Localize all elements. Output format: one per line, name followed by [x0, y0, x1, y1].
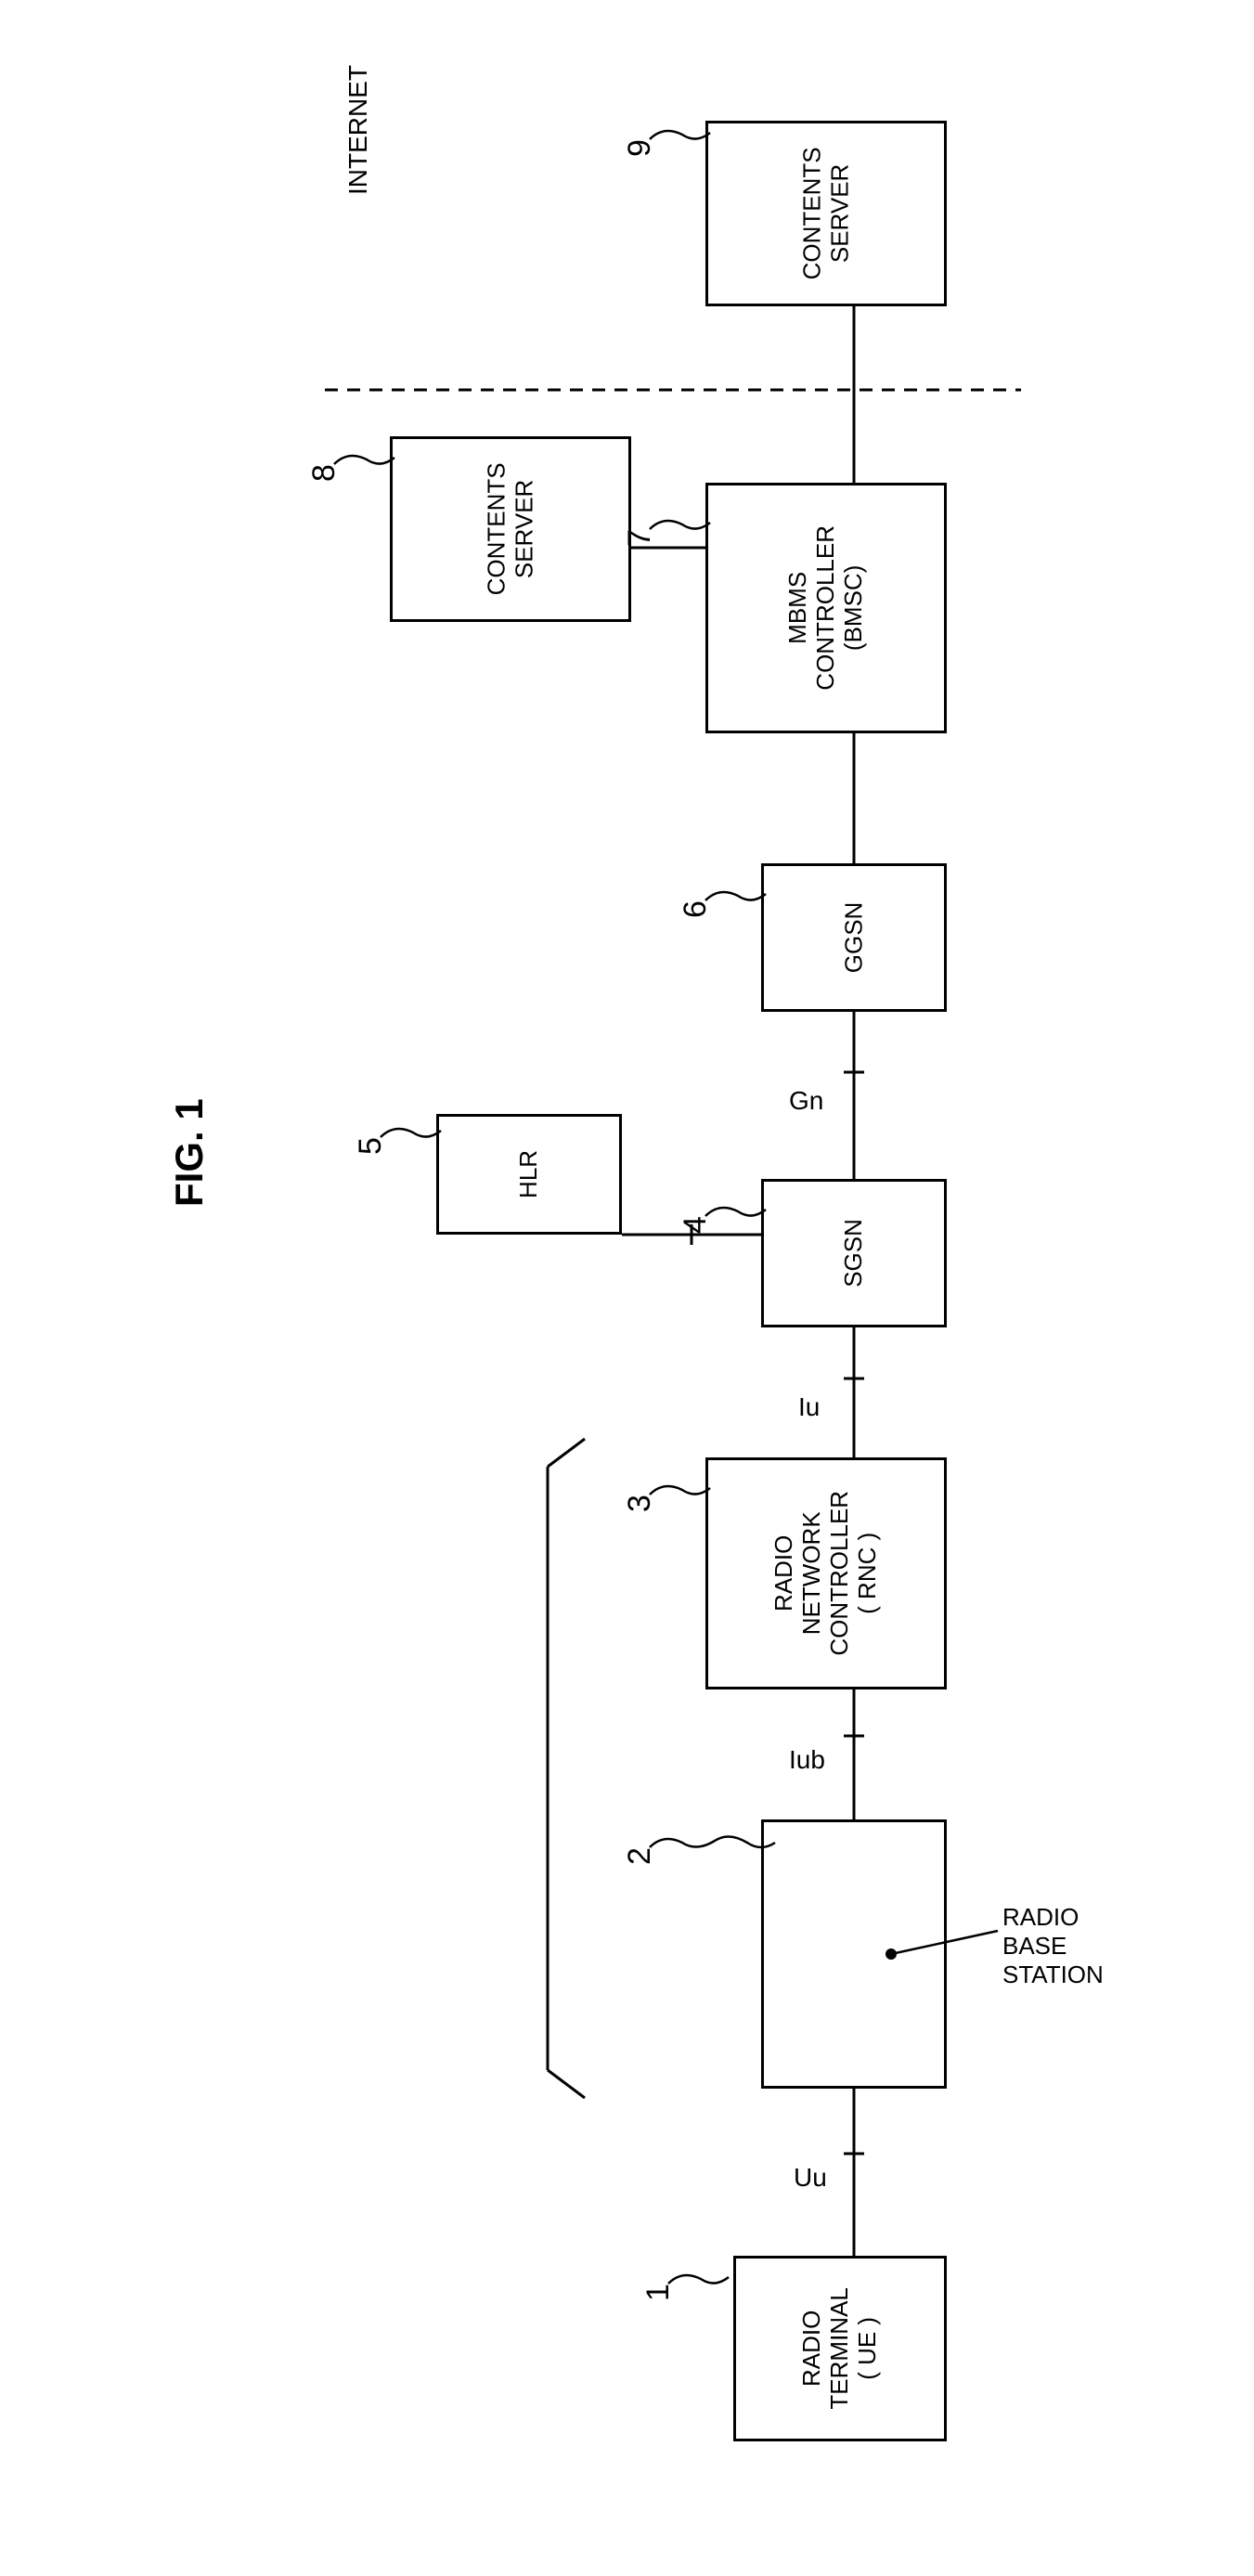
- mbms-controller-bmsc: MBMS CONTROLLER (BMSC): [705, 483, 947, 733]
- ref-num-9: 9: [622, 139, 658, 157]
- ref-num-4: 4: [678, 1216, 714, 1234]
- interface-uu: Uu: [794, 2163, 827, 2193]
- diagram-canvas: FIG. 1 INTERNET CONTENTS SERVER CONTENTS…: [0, 0, 1254, 2576]
- hlr-box: HLR: [436, 1114, 622, 1235]
- interface-gn: Gn: [789, 1086, 823, 1116]
- contents-server-9: CONTENTS SERVER: [705, 121, 947, 306]
- ref-num-5: 5: [353, 1137, 389, 1155]
- contents-server-8: CONTENTS SERVER: [390, 436, 631, 622]
- radio-base-station-box: [761, 1819, 947, 2089]
- figure-title: FIG. 1: [167, 1098, 212, 1207]
- interface-iu: Iu: [798, 1392, 820, 1422]
- rnc-box: RADIO NETWORK CONTROLLER ( RNC ): [705, 1457, 947, 1689]
- ref-num-7: 7: [622, 529, 658, 547]
- radio-terminal-ue-box: RADIO TERMINAL ( UE ): [733, 2256, 947, 2441]
- ref-num-1: 1: [640, 2284, 677, 2301]
- ref-num-3: 3: [622, 1495, 658, 1512]
- ref-num-6: 6: [678, 900, 714, 918]
- internet-region-label: INTERNET: [343, 65, 373, 195]
- radio-base-station-caption: RADIO BASE STATION: [1002, 1903, 1104, 1989]
- ggsn-box: GGSN: [761, 863, 947, 1012]
- ref-num-2: 2: [622, 1847, 658, 1865]
- sgsn-box: SGSN: [761, 1179, 947, 1327]
- interface-iub: Iub: [789, 1745, 825, 1775]
- ref-num-8: 8: [306, 464, 343, 482]
- diagram-wiring: [0, 0, 1254, 2576]
